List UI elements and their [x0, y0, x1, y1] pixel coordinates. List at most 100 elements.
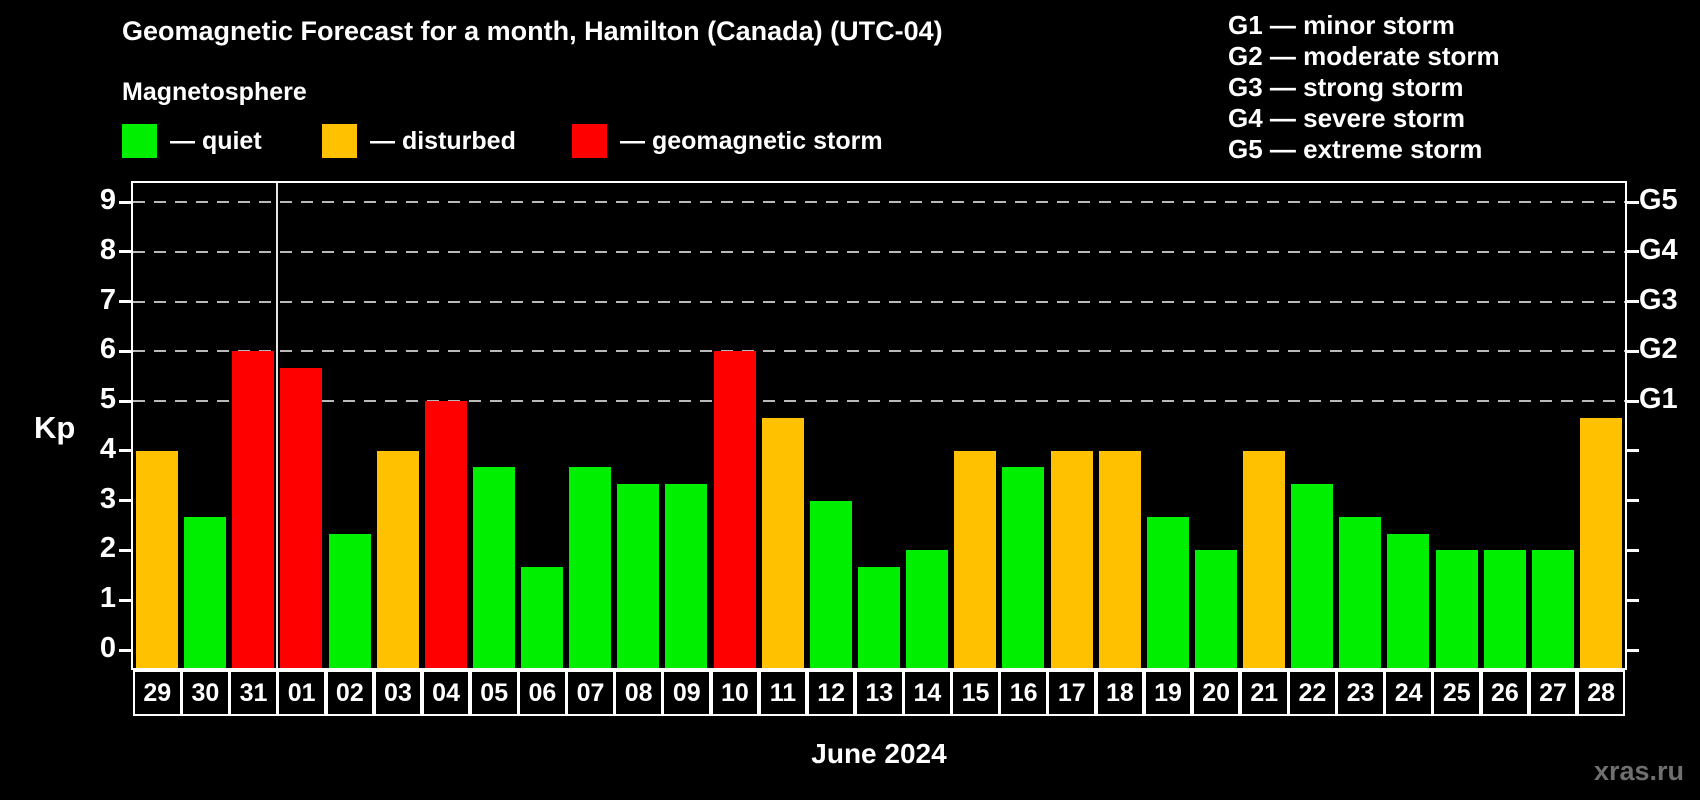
day-label-18: 18: [1095, 670, 1145, 716]
bar-day-03: [376, 450, 419, 668]
bar-day-10: [713, 351, 756, 668]
day-label-23: 23: [1336, 670, 1385, 716]
legend-item-storm: — geomagnetic storm: [572, 124, 883, 158]
day-label-21: 21: [1239, 670, 1289, 716]
legend-label-disturbed: — disturbed: [370, 126, 516, 155]
day-label-14: 14: [903, 670, 952, 716]
gridline-kp5: [133, 400, 1625, 403]
day-label-05: 05: [469, 670, 519, 716]
day-label-25: 25: [1432, 670, 1482, 716]
day-label-02: 02: [325, 670, 375, 716]
right-tick-kp3: [1627, 499, 1639, 503]
bar-day-01: [280, 367, 323, 668]
legend-item-disturbed: — disturbed: [322, 124, 516, 158]
right-tick-kp2: [1627, 548, 1639, 552]
day-label-11: 11: [758, 670, 808, 716]
right-tick-kp7: [1627, 300, 1639, 304]
legend-label-quiet: — quiet: [170, 126, 262, 155]
bar-day-18: [1098, 450, 1141, 668]
bar-day-22: [1291, 484, 1334, 668]
day-label-03: 03: [373, 670, 423, 716]
bar-day-15: [954, 450, 997, 668]
day-label-04: 04: [421, 670, 471, 716]
right-tick-kp0: [1627, 648, 1639, 652]
gridline-kp7: [133, 300, 1625, 303]
right-tick-kp9: [1627, 200, 1639, 204]
bar-day-29: [136, 450, 179, 668]
gridline-kp6: [133, 350, 1625, 353]
bar-day-08: [617, 484, 660, 668]
bar-day-11: [761, 417, 804, 668]
day-label-30: 30: [181, 670, 230, 716]
g3-legend-line: G3 — strong storm: [1228, 72, 1464, 102]
left-tick-kp5: [119, 399, 131, 403]
y-tick-label-6: 6: [99, 333, 116, 366]
bar-day-07: [569, 467, 612, 668]
day-label-16: 16: [999, 670, 1048, 716]
y-tick-label-5: 5: [99, 383, 116, 416]
day-label-28: 28: [1576, 670, 1626, 716]
left-tick-kp6: [119, 349, 131, 353]
legend-item-quiet: — quiet: [122, 124, 262, 158]
bar-day-30: [184, 517, 227, 668]
bar-day-09: [665, 484, 708, 668]
day-label-09: 09: [662, 670, 712, 716]
bar-day-05: [472, 467, 515, 668]
y-tick-label-3: 3: [99, 482, 116, 515]
right-tick-kp4: [1627, 449, 1639, 453]
right-tick-kp1: [1627, 598, 1639, 602]
bar-day-28: [1579, 417, 1622, 668]
bar-day-06: [521, 566, 564, 668]
right-tick-kp8: [1627, 250, 1639, 254]
y-tick-label-2: 2: [99, 532, 116, 565]
left-tick-kp8: [119, 250, 131, 254]
day-label-20: 20: [1191, 670, 1241, 716]
bar-day-24: [1387, 534, 1430, 668]
watermark: xras.ru: [1593, 756, 1684, 786]
quiet-color-swatch: [122, 124, 157, 158]
bar-day-14: [906, 550, 949, 668]
left-tick-kp3: [119, 499, 131, 503]
day-label-22: 22: [1288, 670, 1337, 716]
g2-legend-line: G2 — moderate storm: [1228, 41, 1500, 71]
day-label-01: 01: [277, 670, 326, 716]
y-tick-label-1: 1: [99, 582, 116, 615]
bar-day-19: [1146, 517, 1189, 668]
bar-day-20: [1194, 550, 1237, 668]
y-tick-label-4: 4: [99, 432, 116, 465]
bar-day-17: [1050, 450, 1093, 668]
chart-subtitle: Magnetosphere: [122, 78, 307, 106]
legend-label-storm: — geomagnetic storm: [620, 126, 883, 155]
y-axis-title: Kp: [34, 410, 76, 445]
y-tick-label-7: 7: [99, 283, 116, 316]
y-tick-label-0: 0: [99, 632, 116, 664]
right-axis-label-g4: G4: [1639, 233, 1678, 266]
left-tick-kp7: [119, 300, 131, 304]
day-label-17: 17: [1047, 670, 1097, 716]
day-label-06: 06: [518, 670, 567, 716]
day-label-07: 07: [566, 670, 615, 716]
day-label-24: 24: [1384, 670, 1433, 716]
left-tick-kp2: [119, 548, 131, 552]
right-axis-label-g2: G2: [1639, 333, 1678, 366]
bar-day-31: [232, 351, 275, 668]
day-label-19: 19: [1143, 670, 1193, 716]
right-axis-label-g3: G3: [1639, 283, 1678, 316]
y-tick-label-9: 9: [99, 184, 116, 216]
x-axis-caption: June 2024: [811, 738, 947, 769]
bar-day-26: [1483, 550, 1526, 668]
day-label-27: 27: [1528, 670, 1578, 716]
bar-day-02: [328, 534, 371, 668]
day-label-13: 13: [854, 670, 904, 716]
bar-day-23: [1339, 517, 1382, 668]
chart-title: Geomagnetic Forecast for a month, Hamilt…: [122, 16, 943, 46]
y-tick-label-8: 8: [99, 233, 116, 266]
storm-color-swatch: [572, 124, 607, 158]
left-tick-kp1: [119, 598, 131, 602]
bar-day-12: [809, 500, 852, 668]
day-label-08: 08: [614, 670, 663, 716]
plot-area: [131, 181, 1627, 670]
left-tick-kp0: [119, 648, 131, 652]
g4-legend-line: G4 — severe storm: [1228, 103, 1466, 133]
bar-day-13: [858, 566, 900, 668]
